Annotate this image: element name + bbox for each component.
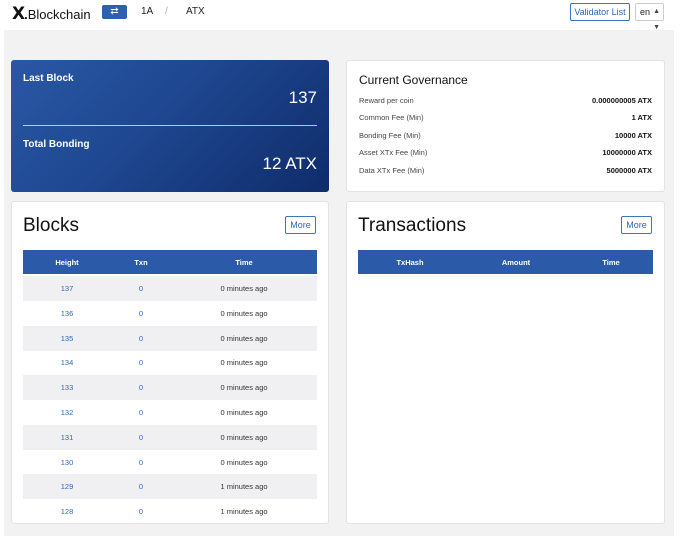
block-txn-link[interactable]: 0 — [138, 333, 144, 343]
chain-a-label[interactable]: 1A — [141, 6, 154, 17]
swap-chain-button[interactable]: ⇄ — [102, 5, 127, 19]
last-block-label: Last Block — [23, 73, 74, 84]
validator-list-button[interactable]: Validator List — [570, 3, 630, 21]
transactions-table-header: TxHash Amount Time — [358, 250, 653, 274]
column-header-txn[interactable]: Txn — [134, 258, 148, 267]
table-row[interactable]: 137 0 0 minutes ago — [23, 276, 317, 301]
block-time: 0 minutes ago — [220, 358, 268, 368]
blocks-table-header: Height Txn Time — [23, 250, 317, 274]
blocks-more-button[interactable]: More — [285, 216, 316, 234]
block-height-link[interactable]: 132 — [60, 408, 74, 417]
top-nav: X.Blockchain ⇄ 1A / ATX Validator List e… — [0, 0, 680, 31]
table-row[interactable]: 131 0 0 minutes ago — [23, 424, 317, 450]
governance-row: Data XTx Fee (Min) 5000000 ATX — [359, 166, 652, 178]
governance-value: 0.000000005 ATX — [591, 96, 652, 105]
column-header-amount[interactable]: Amount — [501, 258, 531, 267]
block-height-link[interactable]: 135 — [60, 333, 74, 343]
governance-row: Bonding Fee (Min) 10000 ATX — [359, 131, 652, 143]
block-height-link[interactable]: 136 — [60, 308, 74, 318]
block-time: 0 minutes ago — [220, 284, 268, 293]
governance-card: Current Governance Reward per coin 0.000… — [346, 60, 665, 192]
block-txn-link[interactable]: 0 — [138, 432, 144, 442]
brand-logo[interactable]: X.Blockchain — [12, 4, 91, 24]
language-select[interactable]: en ▲ ▼ — [635, 3, 664, 31]
table-row[interactable]: 128 0 1 minutes ago — [23, 499, 317, 524]
logo-mark: X — [12, 4, 25, 24]
blocks-panel: Blocks More Height Txn Time 137 0 0 minute… — [11, 201, 329, 524]
governance-value: 10000 ATX — [614, 131, 652, 140]
table-row[interactable]: 135 0 0 minutes ago — [23, 325, 317, 351]
block-time: 1 minutes ago — [220, 482, 268, 492]
blocks-title: Blocks — [23, 215, 79, 236]
governance-row: Reward per coin 0.000000005 ATX — [359, 96, 652, 108]
chain-separator: / — [165, 6, 168, 17]
governance-label: Bonding Fee (Min) — [359, 131, 421, 140]
governance-title: Current Governance — [359, 73, 468, 87]
block-txn-link[interactable]: 0 — [138, 507, 144, 517]
table-row[interactable]: 133 0 0 minutes ago — [23, 375, 317, 401]
block-height-link[interactable]: 134 — [60, 358, 74, 368]
governance-row: Asset XTx Fee (Min) 10000000 ATX — [359, 148, 652, 160]
transactions-more-button[interactable]: More — [621, 216, 652, 234]
block-height-link[interactable]: 137 — [60, 284, 74, 293]
column-header-time[interactable]: Time — [602, 258, 620, 267]
block-height-link[interactable]: 129 — [60, 482, 74, 492]
block-txn-link[interactable]: 0 — [138, 358, 144, 368]
block-height-link[interactable]: 128 — [60, 507, 74, 517]
total-bonding-value: 12 ATX — [262, 154, 318, 173]
governance-value: 5000000 ATX — [606, 166, 652, 175]
block-height-link[interactable]: 133 — [60, 383, 74, 393]
total-bonding-label: Total Bonding — [23, 139, 90, 150]
select-caret-icon: ▲ ▼ — [653, 8, 660, 31]
table-row[interactable]: 134 0 0 minutes ago — [23, 350, 317, 375]
column-header-txhash[interactable]: TxHash — [396, 258, 424, 267]
table-row[interactable]: 130 0 0 minutes ago — [23, 450, 317, 475]
block-txn-link[interactable]: 0 — [138, 408, 144, 417]
column-header-height[interactable]: Height — [55, 258, 79, 267]
block-height-link[interactable]: 130 — [60, 457, 74, 467]
block-time: 0 minutes ago — [220, 308, 268, 318]
transactions-title: Transactions — [358, 215, 467, 236]
chain-b-label[interactable]: ATX — [186, 6, 205, 17]
block-txn-link[interactable]: 0 — [138, 383, 144, 393]
stats-divider — [23, 125, 317, 126]
block-time: 0 minutes ago — [220, 457, 268, 467]
table-row[interactable]: 136 0 0 minutes ago — [23, 301, 317, 326]
governance-row: Common Fee (Min) 1 ATX — [359, 113, 652, 125]
block-txn-link[interactable]: 0 — [138, 482, 144, 492]
governance-value: 10000000 ATX — [602, 148, 652, 157]
block-txn-link[interactable]: 0 — [138, 284, 144, 293]
block-time: 0 minutes ago — [220, 432, 268, 442]
block-height-link[interactable]: 131 — [60, 432, 74, 442]
table-row[interactable]: 132 0 0 minutes ago — [23, 400, 317, 425]
block-time: 0 minutes ago — [220, 333, 268, 343]
block-txn-link[interactable]: 0 — [138, 308, 144, 318]
swap-icon: ⇄ — [110, 6, 119, 17]
governance-label: Common Fee (Min) — [359, 113, 424, 122]
governance-label: Data XTx Fee (Min) — [359, 166, 425, 175]
table-row[interactable]: 129 0 1 minutes ago — [23, 474, 317, 500]
governance-label: Reward per coin — [359, 96, 414, 105]
governance-label: Asset XTx Fee (Min) — [359, 148, 428, 157]
transactions-panel: Transactions More TxHash Amount Time — [346, 201, 665, 524]
language-value: en — [640, 7, 651, 17]
governance-value: 1 ATX — [631, 113, 652, 122]
block-time: 0 minutes ago — [220, 408, 268, 417]
column-header-time[interactable]: Time — [235, 258, 253, 267]
block-txn-link[interactable]: 0 — [138, 457, 144, 467]
block-time: 0 minutes ago — [220, 383, 268, 393]
last-block-value: 137 — [288, 88, 317, 107]
stats-card: Last Block 137 Total Bonding 12 ATX — [11, 60, 329, 192]
logo-text: Blockchain — [27, 7, 91, 22]
block-time: 1 minutes ago — [220, 507, 268, 517]
